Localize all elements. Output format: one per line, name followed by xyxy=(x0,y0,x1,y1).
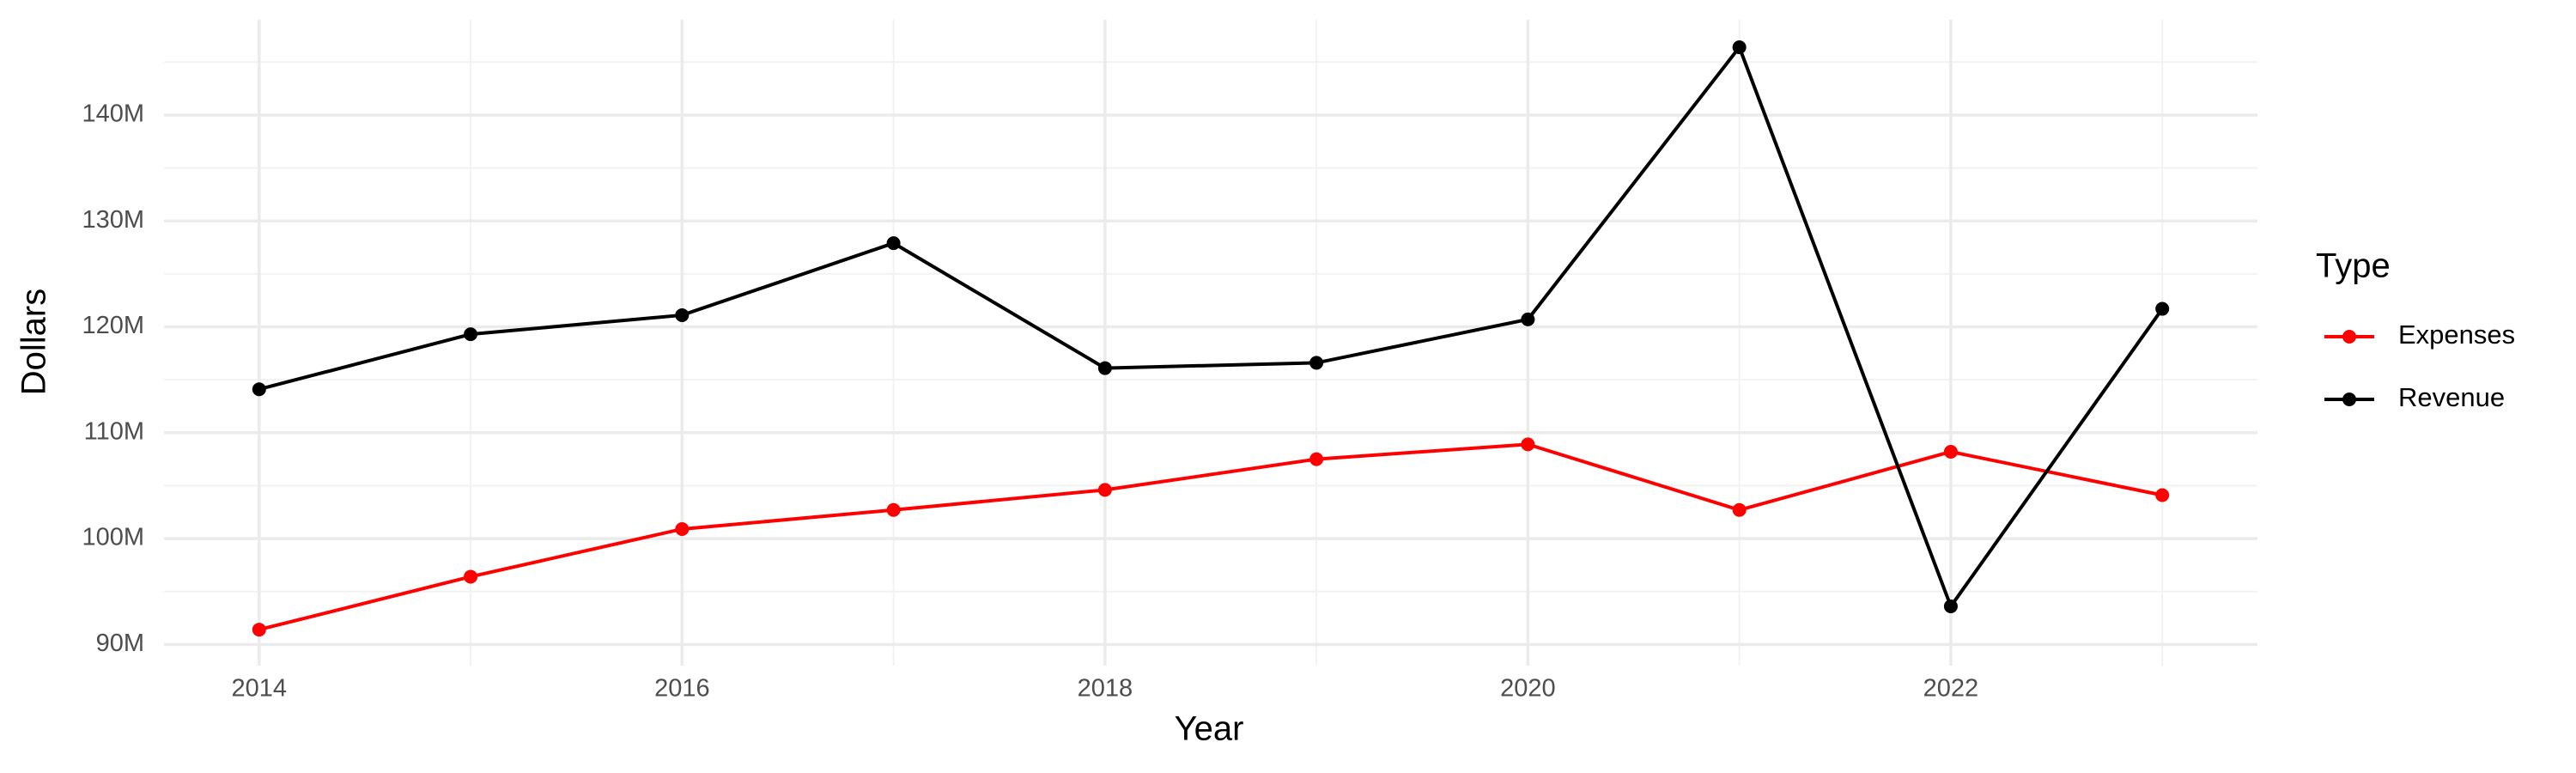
y-axis-title: Dollars xyxy=(15,289,53,395)
data-point xyxy=(1309,356,1324,370)
data-point xyxy=(252,382,266,397)
y-tick-label: 100M xyxy=(82,524,144,551)
data-point xyxy=(1097,361,1112,375)
data-point xyxy=(464,327,478,342)
y-tick-label: 110M xyxy=(84,417,144,445)
data-point xyxy=(1732,502,1747,517)
legend-marker xyxy=(2342,393,2356,406)
data-point xyxy=(886,236,901,251)
x-tick-label: 2020 xyxy=(1500,675,1556,703)
legend-label: Expenses xyxy=(2398,320,2515,350)
x-tick-label: 2016 xyxy=(654,675,710,703)
data-point xyxy=(675,521,690,536)
x-axis-title: Year xyxy=(1175,710,1244,748)
legend-title: Type xyxy=(2316,247,2391,285)
y-tick-label: 140M xyxy=(82,100,144,128)
x-tick-label: 2014 xyxy=(232,675,288,703)
data-point xyxy=(252,623,266,637)
x-tick-label: 2022 xyxy=(1923,675,1979,703)
data-point xyxy=(1097,483,1112,497)
data-point xyxy=(886,502,901,517)
data-point xyxy=(1521,437,1535,452)
y-tick-label: 120M xyxy=(82,312,144,339)
legend-label: Revenue xyxy=(2398,382,2505,412)
y-tick-label: 90M xyxy=(96,630,144,657)
data-point xyxy=(1309,452,1324,466)
y-tick-label: 130M xyxy=(82,206,144,234)
data-point xyxy=(675,307,690,322)
data-point xyxy=(464,569,478,584)
x-tick-label: 2018 xyxy=(1078,675,1133,703)
data-point xyxy=(2155,488,2170,502)
series-line xyxy=(258,442,2163,632)
series-line xyxy=(258,44,2164,611)
data-point xyxy=(1943,599,1958,613)
data-point xyxy=(1732,40,1747,55)
data-point xyxy=(1943,444,1958,459)
data-point xyxy=(1521,312,1535,326)
data-point xyxy=(2155,301,2170,316)
legend-marker xyxy=(2342,330,2356,344)
